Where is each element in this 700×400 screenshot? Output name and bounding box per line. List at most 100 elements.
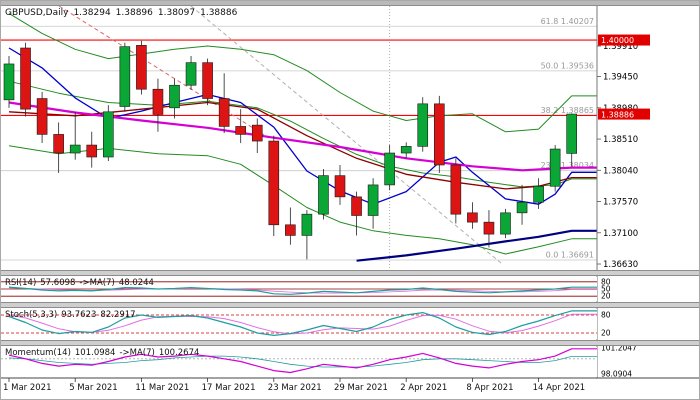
stoch-plot-area[interactable] [1,309,597,339]
momentum-ma-line [8,355,597,368]
candle [3,55,15,108]
panel-separator-stoch[interactable] [1,302,699,308]
candle [351,191,362,236]
price-badge: 1.38886 [598,108,650,120]
candle [334,164,346,205]
candle [367,178,379,229]
time-tick-label: 14 Apr 2021 [533,383,586,393]
candle [516,184,528,225]
candle [169,78,180,119]
candle-body-down [202,62,213,99]
candle-body-down [483,221,495,235]
candle-body-down [450,164,462,215]
price-badge-box [598,34,650,46]
trendline-1 [58,5,270,139]
candle-body-up [533,185,544,203]
candle [467,202,478,229]
candle-body-down [467,212,478,223]
candle [202,58,213,106]
time-tick-label: 5 Mar 2021 [69,383,117,393]
time-axis: 1 Mar 2021 5 Mar 2021 11 Mar 2021 17 Mar 20… [1,377,699,393]
rsi-level-label: 20 [601,292,611,301]
time-tick-label: 8 Apr 2021 [466,383,513,393]
chart-plot-area[interactable] [1,6,597,270]
candles [3,40,578,260]
rsi-line [8,286,597,295]
price-badge-text: 1.38886 [601,110,634,119]
candle-body-down [285,224,296,236]
candle [384,145,395,191]
candle [450,158,462,224]
candle-body-up [169,84,180,109]
stoch-level-label: 20 [601,329,611,338]
panel-separator-momentum[interactable] [1,340,699,346]
candle [433,95,445,173]
fib-label-38.2: 38.2 1.38865 [541,106,594,115]
rsi-level-label: 50 [601,285,611,294]
candle-body-up [549,148,561,187]
candle-body-down [136,45,147,90]
stoch-level-label: 80 [601,311,611,320]
candle [549,145,561,192]
time-tick-label: 17 Mar 2021 [202,383,256,393]
candle [251,118,263,154]
price-tick-label: 1.39910 [603,42,638,52]
fib-label-0.0: 0.0 1.36691 [546,250,594,259]
candle [483,210,495,248]
fib-retracement: 61.8 1.40207 50.0 1.39536 38.2 1.38865 23.6… [1,17,597,261]
candle [301,210,313,260]
candle-body-up [384,152,395,186]
candle-body-up [318,175,329,215]
candle-body-up [500,212,511,235]
momentum-scale-label: 98.0904 [601,370,632,379]
candle [318,168,329,220]
candle [20,42,31,117]
candle-body-down [218,98,230,127]
candle [86,131,98,168]
candle-body-down [36,98,48,135]
price-badge-box [598,108,650,120]
stoch-main-line [8,310,597,336]
time-tick-label: 1 Mar 2021 [3,383,51,393]
candle-body-up [119,46,131,107]
candle-body-up [69,144,81,154]
candle-body-down [53,134,64,154]
fib-label-50.0: 50.0 1.39536 [541,61,594,70]
candle [235,109,246,144]
candle-body-up [367,184,379,216]
fib-label-23.6: 23.6 1.38034 [541,161,594,170]
candle-body-down [334,175,346,198]
price-tick-label: 1.37570 [603,198,638,208]
price-tick-label: 1.36630 [603,260,638,270]
overlay-bollinger-lower [8,145,597,255]
candle [119,42,131,112]
candle-body-down [251,124,263,142]
candle-body-up [417,103,429,147]
candle [185,55,197,90]
candle [400,142,412,159]
panel-separator-rsi[interactable] [1,270,699,276]
candle-body-down [86,144,98,158]
price-tick-label: 1.38040 [603,166,638,176]
momentum-plot-area[interactable] [1,347,597,377]
price-axis-strip[interactable] [597,6,700,378]
momentum-panel: 101.2047 98.0904 [1,343,637,379]
time-axis-strip[interactable] [1,378,597,400]
price-axis: 1.399101.394501.389801.385101.380401.375… [596,6,650,378]
momentum-line [8,348,597,374]
candle [136,40,147,95]
candle [533,178,544,209]
candle-body-up [301,213,313,236]
rsi-level-label: 80 [601,277,611,286]
candle [36,91,48,144]
time-tick-label: 2 Apr 2021 [400,383,447,393]
candle-body-up [103,111,114,158]
candle-body-down [152,88,164,115]
candle [500,208,511,239]
time-tick-label: 23 Mar 2021 [268,383,322,393]
candle-body-up [566,113,578,154]
price-tick-label: 1.37100 [603,229,638,239]
